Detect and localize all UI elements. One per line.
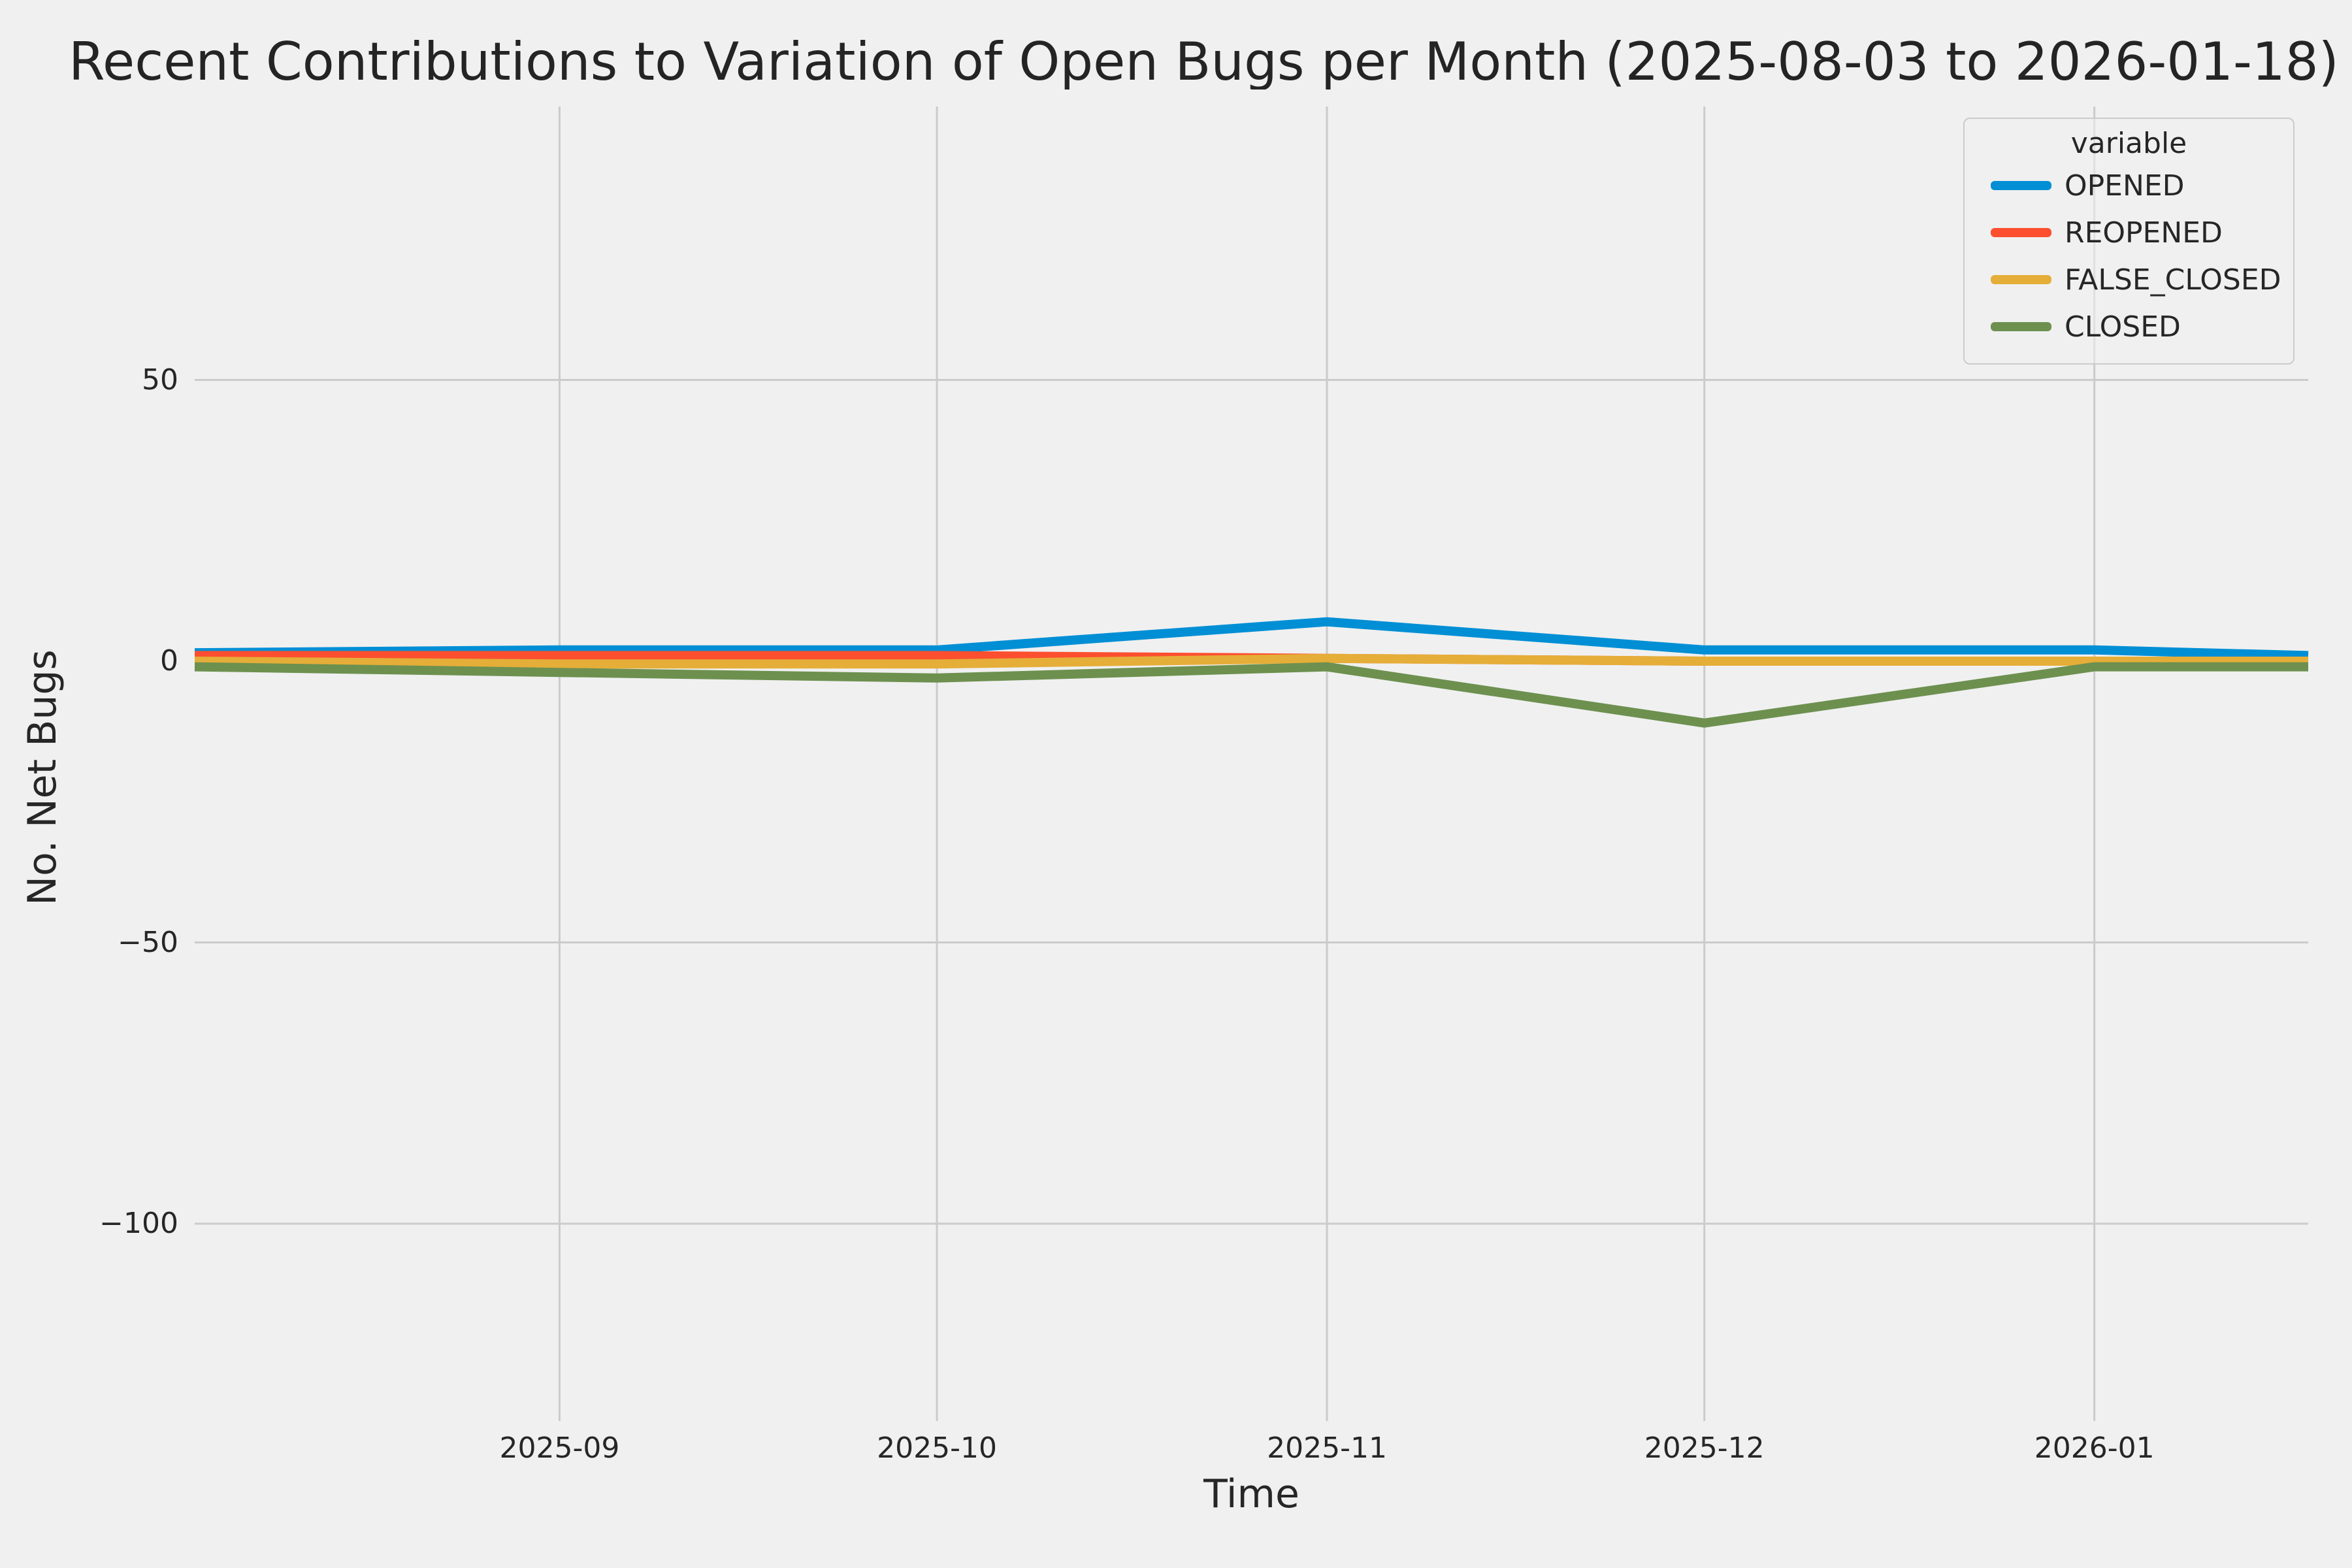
legend-entry-label: FALSE_CLOSED <box>2065 263 2281 297</box>
legend-line-swatch <box>1991 322 2051 331</box>
chart-title: Recent Contributions to Variation of Ope… <box>69 35 2339 90</box>
legend: variable OPENED REOPENED FALSE_CLOSED CLOSE… <box>1963 118 2295 365</box>
legend-row: CLOSED <box>1965 303 2293 350</box>
series-line-FALSE_CLOSED <box>194 653 2308 669</box>
x-tick-label: 2025-10 <box>877 1431 998 1465</box>
x-tick-label: 2025-12 <box>1644 1431 1765 1465</box>
legend-entry-label: CLOSED <box>2065 310 2181 344</box>
x-tick-label: 2025-11 <box>1267 1431 1387 1465</box>
legend-entry-label: OPENED <box>2065 169 2185 203</box>
x-axis-label: Time <box>1203 1471 1299 1517</box>
legend-row: REOPENED <box>1965 209 2293 256</box>
legend-line-swatch <box>1991 228 2051 237</box>
series-line-OPENED <box>194 617 2309 661</box>
legend-line-swatch <box>1991 275 2051 284</box>
series-line-CLOSED <box>194 662 2308 728</box>
y-tick-label: 50 <box>142 363 178 397</box>
x-tick-label: 2026-01 <box>2034 1431 2155 1465</box>
legend-title: variable <box>2070 127 2187 160</box>
legend-row: OPENED <box>1965 162 2293 209</box>
y-tick-label: −50 <box>118 925 178 959</box>
y-tick-label: −100 <box>99 1207 178 1240</box>
legend-row: FALSE_CLOSED <box>1965 256 2293 303</box>
legend-line-swatch <box>1991 181 2051 190</box>
legend-entry-label: REOPENED <box>2065 216 2223 250</box>
legend-rows: OPENED REOPENED FALSE_CLOSED CLOSED <box>1965 162 2293 350</box>
y-tick-label: 0 <box>160 644 178 678</box>
x-tick-label: 2025-09 <box>499 1431 620 1465</box>
y-axis-label: No. Net Bugs <box>20 649 65 906</box>
